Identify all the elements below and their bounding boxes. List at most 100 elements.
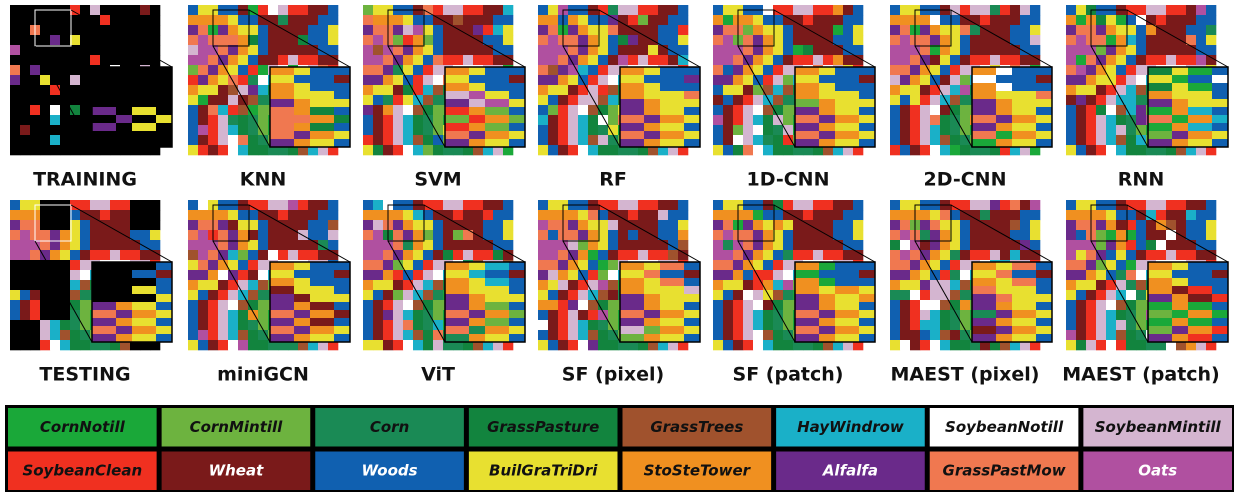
inset-cell	[100, 278, 108, 286]
map-cell	[20, 35, 30, 45]
inset-cell	[867, 115, 875, 123]
map-cell	[493, 200, 503, 210]
map-cell	[1066, 35, 1076, 45]
inset-cell	[692, 75, 700, 83]
map-cell	[1066, 300, 1076, 310]
map-cell	[1106, 75, 1116, 85]
map-cell	[783, 300, 793, 310]
map-cell	[920, 45, 930, 55]
inset-cell	[124, 107, 132, 115]
map-cell	[218, 135, 228, 145]
inset-cell	[1036, 75, 1044, 83]
inset-cell	[485, 75, 493, 83]
map-cell	[308, 25, 318, 35]
map-cell	[618, 55, 628, 65]
map-cell	[608, 25, 618, 35]
map-cell	[218, 310, 228, 320]
inset-cell	[1012, 115, 1020, 123]
map-cell	[50, 230, 60, 240]
map-cell	[713, 85, 723, 95]
map-cell	[1126, 135, 1136, 145]
inset-cell	[803, 131, 811, 139]
inset-cell	[100, 310, 108, 318]
map-cell	[443, 55, 453, 65]
panel-label: RF	[599, 169, 627, 191]
inset-cell	[286, 131, 294, 139]
inset-cell	[164, 99, 172, 107]
inset-cell	[980, 286, 988, 294]
map-cell	[1146, 45, 1156, 55]
map-cell	[568, 15, 578, 25]
map-cell	[218, 95, 228, 105]
inset-cell	[644, 334, 652, 342]
map-cell	[248, 220, 258, 230]
map-cell	[248, 35, 258, 45]
inset-cell	[660, 334, 668, 342]
map-cell	[10, 220, 20, 230]
inset-cell	[835, 294, 843, 302]
inset-cell	[1156, 286, 1164, 294]
map-cell	[608, 300, 618, 310]
inset-cell	[124, 139, 132, 147]
map-cell	[393, 85, 403, 95]
map-cell	[1166, 55, 1176, 65]
inset-cell	[795, 294, 803, 302]
inset-cell	[140, 107, 148, 115]
map-cell	[80, 200, 90, 210]
inset-cell	[636, 67, 644, 75]
inset-cell	[1004, 310, 1012, 318]
map-cell	[393, 115, 403, 125]
map-cell	[940, 230, 950, 240]
inset-cell	[286, 286, 294, 294]
map-cell	[713, 250, 723, 260]
map-cell	[608, 320, 618, 330]
inset-cell	[628, 115, 636, 123]
inset-cell	[140, 115, 148, 123]
inset-cell	[124, 99, 132, 107]
inset-cell	[124, 270, 132, 278]
inset-cell	[294, 91, 302, 99]
map-cell	[278, 55, 288, 65]
inset-cell	[501, 278, 509, 286]
map-cell	[980, 240, 990, 250]
map-cell	[258, 35, 268, 45]
map-cell	[80, 230, 90, 240]
map-cell	[648, 250, 658, 260]
map-cell	[10, 300, 20, 310]
map-cell	[373, 300, 383, 310]
map-cell	[1096, 35, 1106, 45]
inset-cell	[668, 270, 676, 278]
inset-cell	[310, 91, 318, 99]
map-cell	[598, 75, 608, 85]
map-cell	[723, 260, 733, 270]
inset-cell	[1196, 318, 1204, 326]
map-cell	[423, 75, 433, 85]
inset-cell	[310, 99, 318, 107]
inset-cell	[843, 139, 851, 147]
inset-cell	[100, 270, 108, 278]
inset-cell	[124, 91, 132, 99]
map-cell	[793, 35, 803, 45]
map-cell	[70, 280, 80, 290]
inset-cell	[1156, 294, 1164, 302]
inset-cell	[636, 139, 644, 147]
map-cell	[970, 45, 980, 55]
map-cell	[1066, 115, 1076, 125]
map-cell	[843, 5, 853, 15]
map-cell	[658, 220, 668, 230]
map-cell	[588, 340, 598, 350]
map-cell	[493, 35, 503, 45]
map-cell	[930, 85, 940, 95]
inset-cell	[636, 75, 644, 83]
inset-cell	[803, 326, 811, 334]
map-cell	[668, 15, 678, 25]
inset-cell	[278, 302, 286, 310]
inset-cell	[684, 83, 692, 91]
inset-cell	[92, 278, 100, 286]
map-cell	[188, 320, 198, 330]
inset-cell	[286, 83, 294, 91]
map-cell	[668, 35, 678, 45]
map-cell	[753, 105, 763, 115]
inset-cell	[156, 123, 164, 131]
inset-cell	[851, 107, 859, 115]
